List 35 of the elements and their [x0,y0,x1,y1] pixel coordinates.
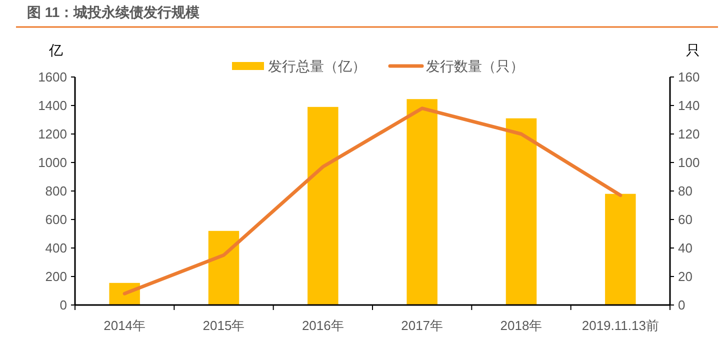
legend-label: 发行数量（只） [426,58,524,74]
y2-tick-label: 160 [678,70,700,85]
y-tick-label: 600 [45,212,67,228]
bar [605,194,636,305]
y2-tick-label: 100 [678,155,700,170]
y2-tick-label: 140 [678,98,700,114]
y-tick-label: 1600 [38,70,67,85]
y2-tick-label: 120 [678,126,700,142]
y-axis-title: 亿 [48,42,63,58]
y2-tick-label: 0 [678,298,686,313]
x-tick-label: 2014年 [104,318,146,333]
y-tick-label: 1400 [38,98,67,114]
y2-tick-label: 60 [678,212,692,228]
y2-axis-title: 只 [686,42,700,58]
y-tick-label: 0 [60,298,67,313]
bar [406,99,438,305]
x-tick-label: 2017年 [401,318,444,333]
x-tick-label: 2018年 [500,318,542,333]
y-tick-label: 200 [45,269,67,284]
x-tick-label: 2016年 [302,318,344,333]
bar [506,118,537,305]
y2-tick-label: 80 [678,184,692,199]
bar [308,106,338,305]
y-tick-label: 400 [45,240,67,256]
chart-title: 图 11：城投永续债发行规模 [27,4,201,20]
y-tick-label: 1200 [38,126,67,142]
x-tick-label: 2015年 [202,318,245,333]
y-tick-label: 1000 [38,155,67,170]
bar [208,230,240,305]
legend-label: 发行总量（亿） [268,58,366,74]
line-series [122,106,622,296]
y2-tick-label: 40 [678,240,692,256]
y-tick-label: 800 [45,184,67,199]
x-tick-label: 2019.11.13前 [582,318,659,333]
y2-tick-label: 20 [678,269,692,284]
